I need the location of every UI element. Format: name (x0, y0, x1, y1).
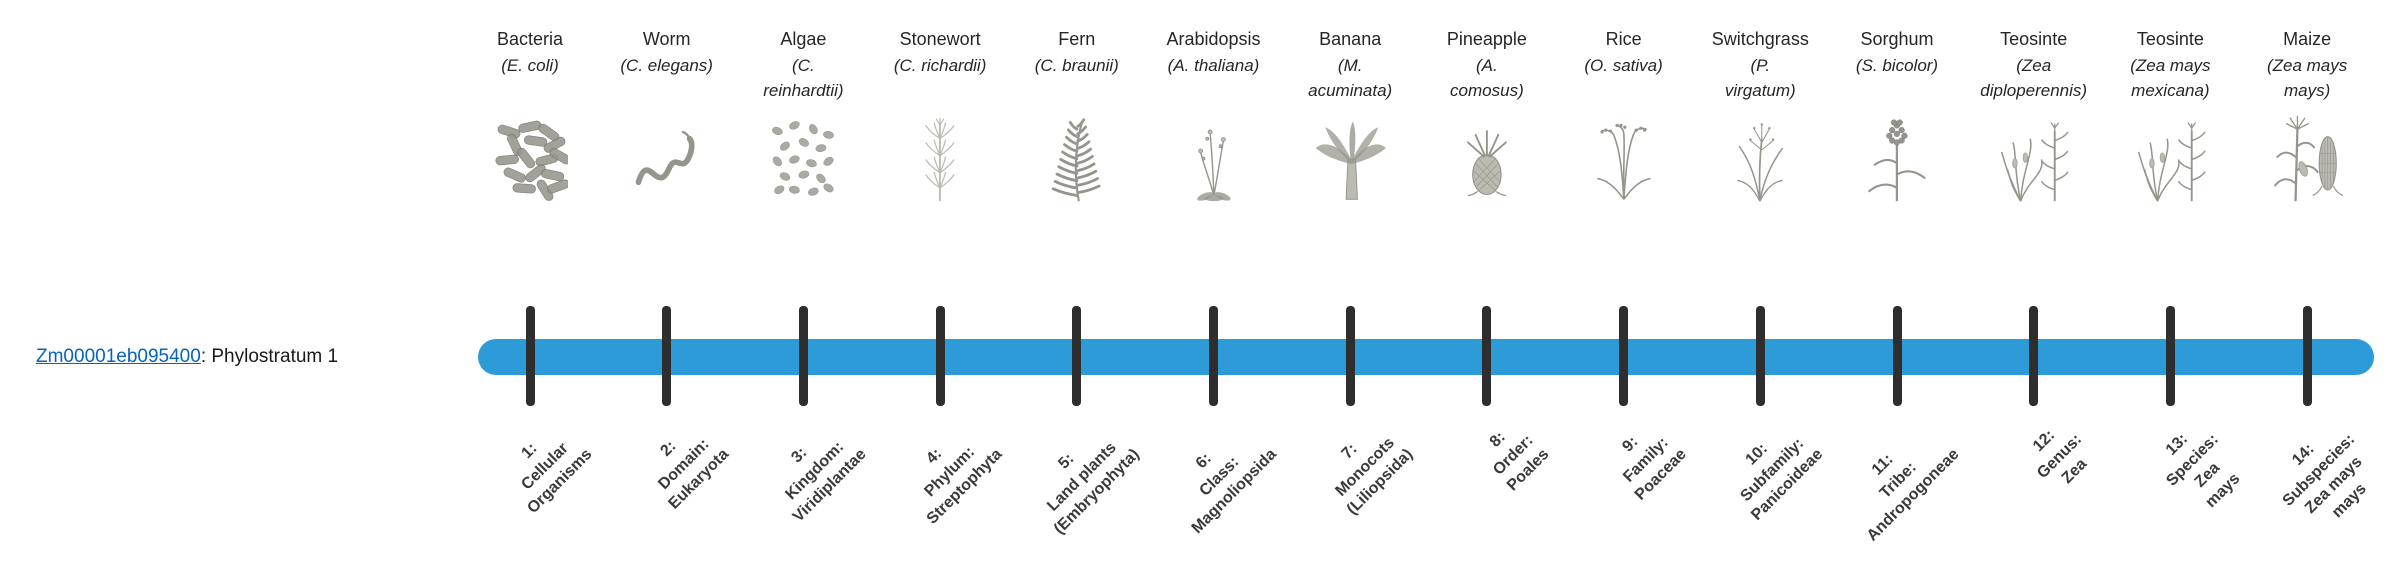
timeline-tick (2165, 306, 2175, 406)
timeline-tick (1755, 306, 1765, 406)
timeline-tick (662, 306, 672, 406)
phylostratum-label: 2: Domain: Eukaryota (655, 435, 733, 513)
organism-common-name: Algae (780, 29, 827, 49)
organism-scientific-name: (M. acuminata) (1308, 55, 1393, 101)
timeline-tick (1072, 306, 1082, 406)
organism-scientific-name: (A. thaliana) (1167, 55, 1260, 75)
teosinte-diploperennis-icon (1959, 110, 2109, 204)
banana-icon (1275, 110, 1425, 204)
organism-common-name: Switchgrass (1711, 29, 1809, 49)
organism-column: Teosinte (Zea diploperennis) 12: Genus: … (1959, 0, 2109, 580)
organism-column: Teosinte (Zea mays mexicana) 13: Species… (2095, 0, 2245, 580)
organism-column: Sorghum (S. bicolor) 11: Tribe: Andropog… (1822, 0, 1972, 580)
phylostratum-label: 5: Land plants (Embryophyta) (1043, 438, 1143, 538)
organism-scientific-name: (O. sativa) (1584, 55, 1663, 75)
phylostratum-label: 12: Genus: Zea (2029, 426, 2090, 488)
rice-icon (1549, 110, 1699, 204)
timeline-tick (2029, 306, 2039, 406)
organism-common-name: Sorghum (1860, 29, 1934, 49)
timeline-tick (935, 306, 945, 406)
organism-scientific-name: (A. comosus) (1450, 55, 1524, 101)
organism-scientific-name: (Zea diploperennis) (1980, 55, 2088, 101)
organism-common-name: Fern (1058, 29, 1096, 49)
organism-scientific-name: (C. richardii) (893, 55, 987, 75)
organism-scientific-name: (S. bicolor) (1855, 55, 1939, 75)
organism-column: Pineapple (A. comosus) 8: Order: Poales (1412, 0, 1562, 580)
organism-scientific-name: (E. coli) (501, 55, 559, 75)
organism-scientific-name: (C. braunii) (1034, 55, 1119, 75)
organism-column: Maize (Zea mays mays) 14: Subspecies: Ze… (2232, 0, 2382, 580)
phylostratum-label: 1: Cellular Organisms (518, 439, 596, 518)
organism-common-name: Bacteria (496, 29, 564, 49)
gene-phylostratum-text: : Phylostratum 1 (200, 346, 339, 367)
algae-icon (728, 110, 878, 204)
phylostratum-label: 14: Subspecies: Zea mays mays (2279, 430, 2370, 522)
bacteria-icon (455, 110, 605, 204)
organism-common-name: Teosinte (2136, 29, 2204, 49)
organism-column: Switchgrass (P. virgatum) 10: Subfamily:… (1685, 0, 1835, 580)
organism-scientific-name: (C. reinhardtii) (763, 55, 844, 101)
gene-id-link[interactable]: Zm00001eb095400 (36, 346, 201, 367)
phylostratum-label: 11: Tribe: Andropogoneae (1864, 445, 1963, 545)
organism-column: Arabidopsis (A. thaliana) 6: Class: Magn… (1139, 0, 1289, 580)
organism-common-name: Banana (1319, 29, 1382, 49)
organism-column: Bacteria (E. coli) 1: Cellular Organisms (455, 0, 605, 580)
phylostratum-label: 8: Order: Poales (1487, 428, 1553, 495)
organism-common-name: Arabidopsis (1166, 29, 1261, 49)
organism-common-name: Rice (1605, 29, 1642, 49)
teosinte-mexicana-icon (2095, 110, 2245, 204)
organism-column: Algae (C. reinhardtii) 3: Kingdom: Virid… (728, 0, 878, 580)
organism-column: Worm (C. elegans) 2: Domain: Eukaryota (592, 0, 742, 580)
organism-scientific-name: (Zea mays mays) (2266, 55, 2348, 101)
organism-scientific-name: (Zea mays mexicana) (2130, 55, 2211, 101)
fern-icon (1002, 110, 1152, 204)
phylostratum-label: 7: Monocots (Liliopsida) (1331, 434, 1417, 519)
phylostratum-label: 10: Subfamily: Panicoideae (1737, 434, 1827, 524)
organism-common-name: Pineapple (1446, 29, 1527, 49)
timeline-bar (478, 339, 2374, 375)
phylostratum-label: 3: Kingdom: Viridiplantae (781, 438, 870, 526)
organism-common-name: Worm (642, 29, 691, 49)
organism-common-name: Stonewort (899, 29, 981, 49)
arabidopsis-icon (1139, 110, 1289, 204)
organism-common-name: Teosinte (2000, 29, 2068, 49)
phylostratum-label: 4: Phylum: Streptophyta (921, 443, 1007, 528)
timeline-tick (1892, 306, 1902, 406)
pineapple-icon (1412, 110, 1562, 204)
organism-column: Stonewort (C. richardii) (865, 0, 1015, 580)
worm-icon (592, 110, 742, 204)
stonewort-icon (865, 110, 1015, 204)
phylostratum-label: 6: Class: Magnoliopsida (1188, 445, 1280, 538)
switchgrass-icon (1685, 110, 1835, 204)
timeline-tick (1482, 306, 1492, 406)
timeline-tick (1209, 306, 1218, 406)
organism-common-name: Maize (2283, 29, 2332, 49)
timeline-tick (2302, 306, 2312, 406)
timeline-tick (1619, 306, 1629, 406)
timeline-tick (798, 306, 808, 406)
organism-column: Rice (O. sativa) 9: Family: Poaceae (1549, 0, 1699, 580)
sorghum-icon (1822, 110, 1972, 204)
organism-scientific-name: (P. virgatum) (1724, 55, 1796, 101)
phylostratum-label: 9: Family: Poaceae (1619, 433, 1690, 504)
timeline-tick (1345, 306, 1355, 406)
gene-label: Zm00001eb095400: Phylostratum 1 (36, 346, 338, 368)
organism-column: Fern (C. braunii) 5: Land plants (Embryo… (1002, 0, 1152, 580)
maize-icon (2232, 110, 2382, 204)
timeline-tick (525, 306, 535, 406)
organism-scientific-name: (C. elegans) (620, 55, 713, 75)
organism-column: Banana (M. acuminata) 7: Monocots (Lilio… (1275, 0, 1425, 580)
